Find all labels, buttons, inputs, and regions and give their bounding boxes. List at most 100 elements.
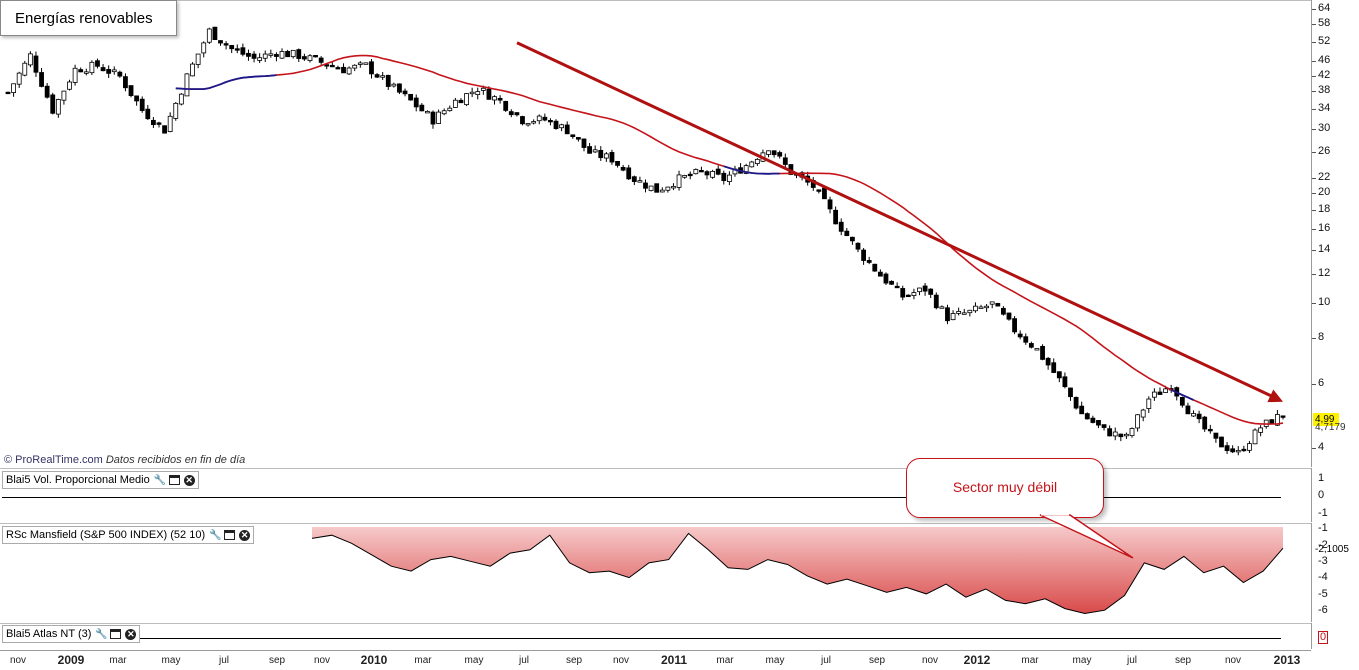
candle	[1017, 333, 1023, 338]
price-tick-mark	[1312, 178, 1316, 180]
rs-tick-label: -5	[1318, 587, 1328, 600]
candle	[352, 64, 358, 69]
candle	[687, 173, 693, 177]
candle	[1056, 371, 1062, 379]
x-axis-month-label: mar	[1021, 655, 1039, 666]
price-panel[interactable]	[0, 0, 1311, 469]
window-icon[interactable]	[224, 530, 236, 540]
candle	[933, 294, 939, 309]
x-axis-month-label: mar	[716, 655, 734, 666]
price-tick-mark	[1312, 24, 1316, 26]
candle	[223, 43, 229, 46]
x-axis-month-label: jul	[820, 655, 832, 666]
price-tick-label: 8	[1318, 331, 1325, 344]
candle	[1202, 416, 1208, 430]
candle	[380, 75, 386, 78]
price-tick-mark	[1312, 249, 1316, 251]
chart-title-box: Energías renovables	[0, 0, 177, 36]
x-axis-month-label: nov	[9, 655, 27, 666]
wrench-icon[interactable]: 🔧	[209, 529, 222, 541]
candle	[777, 152, 783, 157]
trendline-arrowhead	[1267, 389, 1283, 403]
candle	[167, 115, 173, 132]
candle	[715, 168, 721, 175]
x-axis-month-label: nov	[1224, 655, 1242, 666]
price-tick-label: 22	[1318, 171, 1331, 184]
volume-scale[interactable]: 1 0 -1	[1311, 468, 1359, 522]
candle	[262, 53, 268, 59]
wrench-icon[interactable]: 🔧	[95, 628, 108, 640]
window-icon[interactable]	[168, 475, 180, 485]
price-chart[interactable]	[0, 1, 1311, 468]
x-axis-month-label: nov	[612, 655, 630, 666]
candle	[497, 97, 503, 101]
atlas-scale[interactable]: 0	[1311, 623, 1359, 649]
candle	[178, 93, 184, 105]
x-axis-month-label: jul	[218, 655, 230, 666]
candle	[833, 209, 839, 225]
candle	[816, 189, 822, 192]
candle	[1247, 443, 1252, 451]
candle	[754, 158, 760, 164]
candle	[251, 53, 257, 59]
candle	[357, 62, 363, 65]
candle	[570, 134, 576, 138]
close-icon[interactable]: ✕	[183, 474, 195, 486]
candle	[973, 305, 978, 312]
candle	[486, 88, 492, 100]
price-tick-label: 14	[1318, 242, 1331, 255]
price-tick-label: 18	[1318, 202, 1331, 215]
candle	[1012, 318, 1017, 333]
close-icon[interactable]: ✕	[239, 529, 251, 541]
wrench-icon[interactable]: 🔧	[153, 474, 167, 486]
x-axis-month-label: jul	[1126, 655, 1138, 666]
x-axis-year-label: 2012	[963, 653, 991, 667]
candle	[335, 67, 341, 70]
candle	[693, 169, 699, 175]
price-tick-label: 58	[1318, 17, 1331, 30]
x-axis-month-label: may	[161, 655, 181, 666]
rs-indicator-label[interactable]: RSc Mansfield (S&P 500 INDEX) (52 10) 🔧 …	[2, 526, 255, 544]
candle	[704, 171, 710, 176]
window-icon[interactable]	[110, 629, 122, 639]
candle	[866, 260, 872, 263]
candle	[5, 91, 11, 95]
candle	[480, 87, 486, 91]
candle	[917, 287, 922, 293]
candle	[268, 53, 274, 56]
candle	[508, 111, 514, 116]
annotation-callout: Sector muy débil	[906, 458, 1104, 518]
candle	[838, 221, 844, 232]
candle	[872, 263, 878, 272]
price-tick-label: 26	[1318, 144, 1331, 157]
candle	[1207, 428, 1213, 432]
atlas-indicator-label[interactable]: Blai5 Atlas NT (3) 🔧 ✕	[2, 625, 141, 643]
candle	[766, 150, 771, 155]
close-icon[interactable]: ✕	[125, 628, 137, 640]
candle	[503, 100, 509, 111]
candle	[945, 307, 950, 322]
moving-average-flat-segment	[1170, 389, 1194, 401]
price-tick-label: 52	[1318, 34, 1331, 47]
price-tick-mark	[1312, 303, 1316, 305]
candle	[553, 120, 559, 130]
candle	[83, 71, 89, 74]
candle	[492, 96, 497, 101]
rs-scale[interactable]: -1 -2 -3 -4 -5 -6	[1311, 523, 1359, 622]
x-axis-year-label: 2010	[360, 653, 388, 667]
volume-indicator-label[interactable]: Blai5 Vol. Proporcional Medio 🔧 ✕	[2, 471, 199, 489]
candle	[301, 56, 307, 60]
rs-tick-label: -3	[1318, 554, 1328, 567]
atlas-panel[interactable]	[0, 623, 1311, 651]
price-tick-label: 42	[1318, 68, 1331, 81]
price-tick-mark	[1312, 109, 1316, 111]
candle	[956, 310, 962, 314]
candle	[961, 312, 967, 315]
candle	[27, 53, 33, 66]
rs-tick-label: -4	[1318, 571, 1328, 584]
candle	[139, 98, 145, 111]
time-axis[interactable]: nov 2009 mar may jul sep nov 2010 mar may jul sep no…	[0, 650, 1311, 670]
candle	[329, 64, 335, 68]
price-scale[interactable]: 64 58 52 46 42 38 34 30 26 22 20 18 16 14 12 10 8 6 4	[1311, 0, 1359, 467]
candle	[598, 149, 604, 159]
